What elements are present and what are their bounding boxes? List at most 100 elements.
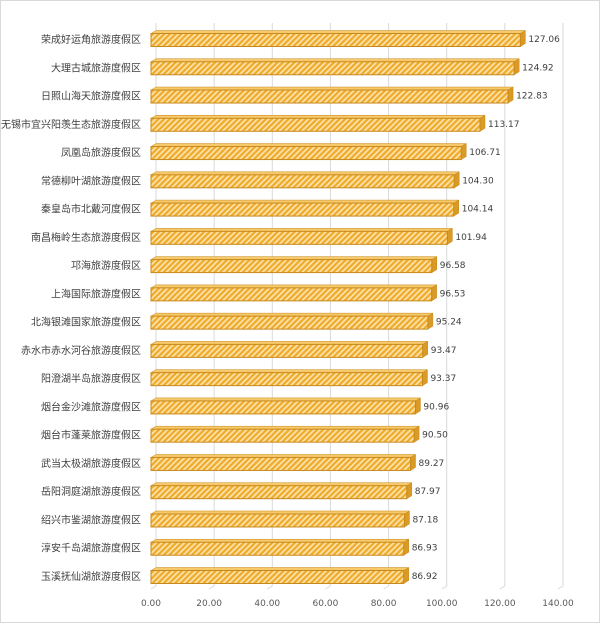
bar-front-face	[150, 287, 433, 302]
data-label: 127.06	[528, 35, 560, 45]
data-label: 124.92	[522, 63, 554, 73]
x-tick-label: 80.00	[371, 599, 397, 609]
bar-front-face	[150, 174, 455, 189]
category-label: 无锡市宜兴阳羡生态旅游度假区	[1, 118, 141, 131]
bar-front-face	[150, 485, 408, 500]
data-label: 90.50	[422, 431, 448, 441]
data-label: 113.17	[488, 120, 520, 130]
data-label: 101.94	[455, 233, 487, 243]
x-tick-label: 60.00	[313, 599, 339, 609]
bar-front-face	[150, 428, 415, 443]
category-label: 常德柳叶湖旅游度假区	[41, 174, 141, 187]
data-label: 93.37	[430, 374, 456, 384]
data-label: 89.27	[419, 459, 445, 469]
category-label: 邛海旅游度假区	[71, 259, 141, 272]
bar	[150, 86, 514, 104]
bar-front-face	[150, 202, 455, 217]
bar	[150, 538, 410, 556]
bar-front-face	[150, 343, 424, 358]
gridline-floor	[325, 585, 331, 590]
x-tick-label: 140.00	[542, 599, 574, 609]
bar-front-face	[150, 33, 521, 47]
bar-side-face	[422, 340, 428, 358]
gridline-floor	[208, 585, 215, 590]
data-label: 96.53	[440, 289, 466, 299]
gridline-floor	[557, 585, 564, 590]
bar	[150, 510, 411, 528]
bar-side-face	[406, 482, 412, 500]
x-tick-label: 40.00	[254, 599, 280, 609]
x-tick-label: 120.00	[484, 599, 516, 609]
data-label: 93.47	[431, 346, 457, 356]
bar	[150, 114, 486, 132]
bar	[150, 482, 413, 500]
bar-side-face	[431, 256, 438, 274]
bar-side-face	[453, 171, 460, 189]
category-label: 赤水市赤水河谷旅游度假区	[21, 344, 141, 357]
bar	[150, 425, 420, 443]
gridline-floor	[150, 585, 157, 590]
bar-front-face	[150, 61, 515, 76]
category-label: 大理古城旅游度假区	[51, 61, 141, 74]
bar-side-face	[427, 312, 434, 330]
bar-side-face	[520, 30, 526, 47]
bar-side-face	[447, 227, 453, 245]
bar-side-face	[507, 86, 514, 104]
data-label: 104.30	[462, 176, 494, 186]
bar-front-face	[150, 89, 509, 104]
category-label: 北海银滩国家旅游度假区	[31, 316, 141, 329]
bar-side-face	[453, 199, 459, 217]
bar-front-face	[150, 146, 462, 161]
data-label: 87.18	[412, 515, 438, 525]
bar-front-face	[150, 230, 448, 245]
bar	[150, 143, 468, 161]
bar	[150, 227, 454, 245]
gridline-floor	[499, 585, 506, 590]
category-label: 烟台市蓬莱旅游度假区	[41, 429, 141, 442]
bar	[150, 567, 410, 584]
gridline-floor	[267, 585, 273, 590]
category-label: 凤凰岛旅游度假区	[61, 146, 141, 159]
bar-front-face	[150, 400, 416, 415]
data-label: 86.93	[412, 544, 438, 554]
x-tick-label: 0.00	[141, 599, 161, 609]
category-label: 荣成好运角旅游度假区	[41, 33, 141, 46]
bar	[150, 454, 417, 471]
bar-side-face	[479, 114, 486, 132]
bar-side-face	[460, 143, 467, 160]
bar-front-face	[150, 259, 433, 274]
category-label: 阳澄湖半岛旅游度假区	[41, 372, 141, 385]
data-label: 106.71	[469, 148, 501, 158]
bar	[150, 369, 429, 387]
bar	[150, 199, 460, 217]
data-label: 95.24	[436, 318, 462, 328]
bar-side-face	[513, 58, 520, 76]
category-label: 玉溪抚仙湖旅游度假区	[41, 570, 141, 583]
bar-side-face	[403, 567, 409, 584]
category-label: 秦皇岛市北戴河度假区	[41, 203, 141, 216]
bar-side-face	[422, 369, 428, 387]
category-label: 南昌梅岭生态旅游度假区	[31, 231, 141, 244]
bar-side-face	[413, 425, 420, 443]
data-label: 90.96	[423, 402, 449, 412]
bar-front-face	[150, 117, 481, 132]
bar	[150, 58, 521, 76]
bar-front-face	[150, 513, 405, 528]
category-label: 上海国际旅游度假区	[51, 287, 141, 300]
bar	[150, 284, 438, 302]
bar	[150, 340, 429, 358]
bar-side-face	[431, 284, 437, 302]
bar	[150, 171, 461, 189]
bar-front-face	[150, 315, 429, 330]
x-tick-label: 20.00	[196, 599, 222, 609]
bar-side-face	[404, 510, 410, 528]
category-label: 绍兴市鉴湖旅游度假区	[41, 513, 141, 526]
category-label: 岳阳洞庭湖旅游度假区	[41, 485, 141, 498]
x-tick-label: 100.00	[426, 599, 458, 609]
category-label: 烟台金沙滩旅游度假区	[41, 400, 141, 413]
bar	[150, 30, 527, 47]
gridline-floor	[383, 585, 389, 590]
bar-front-face	[150, 570, 405, 584]
category-label: 武当太极湖旅游度假区	[41, 457, 141, 470]
